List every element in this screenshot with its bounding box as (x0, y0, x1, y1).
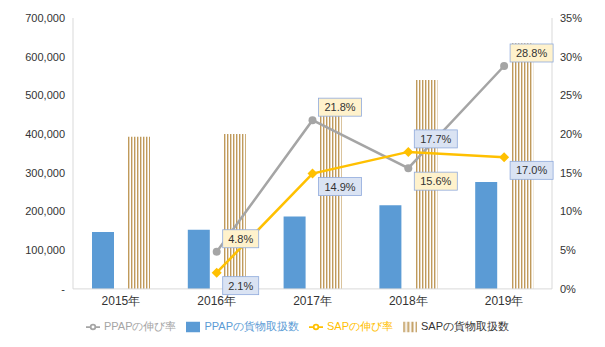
svg-text:14.9%: 14.9% (324, 181, 355, 193)
svg-text:-: - (61, 283, 65, 295)
svg-text:200,000: 200,000 (25, 205, 65, 217)
svg-text:2019年: 2019年 (485, 294, 524, 308)
svg-text:30%: 30% (560, 51, 582, 63)
svg-text:2.1%: 2.1% (228, 280, 253, 292)
svg-text:15%: 15% (560, 167, 582, 179)
svg-text:700,000: 700,000 (25, 12, 65, 24)
svg-text:35%: 35% (560, 12, 582, 24)
svg-text:25%: 25% (560, 89, 582, 101)
svg-text:10%: 10% (560, 205, 582, 217)
svg-text:500,000: 500,000 (25, 89, 65, 101)
html-text:SAPの貨物取扱数: SAPの貨物取扱数 (421, 319, 509, 332)
svg-text:300,000: 300,000 (25, 167, 65, 179)
svg-text:17.7%: 17.7% (420, 133, 451, 145)
html-text:SAPの伸び率: SAPの伸び率 (327, 319, 393, 332)
svg-text:2018年: 2018年 (389, 294, 428, 308)
svg-text:15.6%: 15.6% (420, 175, 451, 187)
html-text:PPAPの伸び率: PPAPの伸び率 (104, 319, 177, 332)
svg-text:20%: 20% (560, 128, 582, 140)
svg-text:17.0%: 17.0% (516, 164, 547, 176)
svg-text:400,000: 400,000 (25, 128, 65, 140)
svg-text:600,000: 600,000 (25, 51, 65, 63)
svg-text:5%: 5% (560, 244, 576, 256)
svg-text:21.8%: 21.8% (324, 101, 355, 113)
svg-text:28.8%: 28.8% (516, 47, 547, 59)
svg-text:0%: 0% (560, 283, 576, 295)
html-text:PPAPの貨物取扱数: PPAPの貨物取扱数 (204, 319, 299, 332)
svg-text:2015年: 2015年 (102, 294, 141, 308)
svg-text:2017年: 2017年 (293, 294, 332, 308)
svg-text:4.8%: 4.8% (228, 233, 253, 245)
svg-text:100,000: 100,000 (25, 244, 65, 256)
svg-text:2016年: 2016年 (197, 294, 236, 308)
